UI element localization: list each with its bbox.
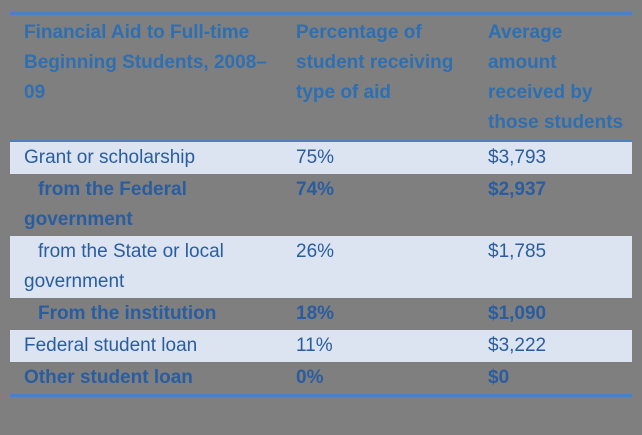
header-title: Financial Aid to Full-time Beginning Stu… — [24, 22, 267, 103]
row-percentage: 18% — [296, 303, 335, 324]
row-amount: $2,937 — [488, 179, 547, 200]
row-label: Other student loan — [24, 367, 193, 388]
row-label: from the State or local government — [24, 241, 224, 292]
table-row-grant-or-scholarship: Grant or scholarship 75% $3,793 — [10, 142, 632, 174]
row-percentage: 11% — [296, 335, 333, 356]
row-amount: $3,222 — [488, 335, 547, 356]
row-percentage: 74% — [296, 179, 335, 200]
row-amount: $3,793 — [488, 147, 547, 168]
row-label: From the institution — [38, 303, 217, 324]
table-row-federal-government: from the Federal government 74% $2,937 — [10, 174, 632, 236]
table-row-from-the-institution: From the institution 18% $1,090 — [10, 298, 632, 330]
row-label: Grant or scholarship — [24, 147, 196, 168]
row-amount: $1,785 — [488, 241, 547, 262]
row-label: from the Federal government — [24, 179, 187, 230]
table-row-federal-student-loan: Federal student loan 11% $3,222 — [10, 330, 632, 362]
row-amount: $1,090 — [488, 303, 547, 324]
financial-aid-table: Financial Aid to Full-time Beginning Stu… — [10, 12, 632, 397]
row-label: Federal student loan — [24, 335, 198, 356]
header-average-amount-column: Average amount received by those student… — [488, 22, 624, 133]
header-percentage-column: Percentage of student receiving type of … — [296, 22, 454, 103]
row-percentage: 26% — [296, 241, 335, 262]
row-amount: $0 — [488, 367, 510, 388]
row-percentage: 0% — [296, 367, 324, 388]
table-row-other-student-loan: Other student loan 0% $0 — [10, 362, 632, 394]
table-row-state-or-local-government: from the State or local government 26% $… — [10, 236, 632, 298]
row-percentage: 75% — [296, 147, 335, 168]
table-header-row: Financial Aid to Full-time Beginning Stu… — [10, 15, 632, 142]
